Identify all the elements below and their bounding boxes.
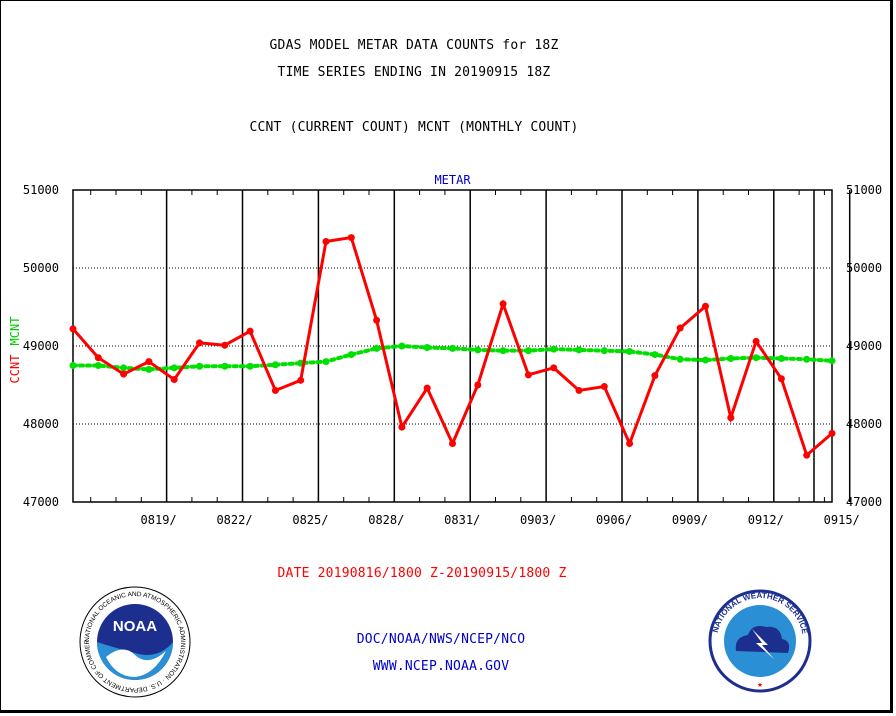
mcnt-point [271, 361, 279, 369]
y-tick-label-left: 48000 [23, 417, 59, 431]
ccnt-point [727, 414, 735, 422]
x-tick-label: 0831/ [444, 513, 480, 527]
mcnt-point [777, 354, 785, 362]
mcnt-point [449, 344, 456, 352]
noaa-logo: NOAA NATIONAL OCEANIC AND ATMOSPHERIC AD… [78, 585, 191, 698]
ccnt-point [170, 376, 178, 384]
ccnt-point [803, 451, 811, 459]
ccnt-point [120, 370, 128, 378]
x-tick-label: 0912/ [748, 513, 784, 527]
chart-title-line-3: CCNT (CURRENT COUNT) MCNT (MONTHLY COUNT… [249, 120, 579, 135]
mcnt-point [499, 347, 507, 355]
chart-title-line-2: TIME SERIES ENDING IN 20190915 18Z [277, 65, 551, 80]
y-tick-label-right: 47000 [846, 495, 882, 509]
ccnt-point [196, 339, 203, 347]
y-tick-label-left: 50000 [23, 261, 59, 275]
y-tick-label-right: 50000 [846, 261, 882, 275]
y-axis-label-mcnt: MCNT [8, 317, 22, 346]
mcnt-point [676, 355, 684, 363]
mcnt-point [752, 354, 760, 362]
mcnt-point [550, 345, 558, 353]
ccnt-point [449, 440, 456, 447]
url-link[interactable]: WWW.NCEP.NOAA.GOV [372, 659, 510, 674]
mcnt-point [246, 362, 254, 370]
mcnt-point [803, 355, 811, 363]
mcnt-point [322, 358, 330, 366]
date-range-label: DATE 20190816/1800 Z-20190915/1800 Z [277, 566, 567, 581]
mcnt-point [347, 351, 355, 359]
ccnt-point [702, 302, 709, 310]
mcnt-point [221, 362, 229, 370]
ccnt-point [94, 354, 102, 362]
ccnt-point [322, 237, 330, 245]
ccnt-point [524, 371, 532, 379]
mcnt-point [94, 362, 102, 369]
ccnt-point [423, 384, 431, 392]
ccnt-point [221, 341, 229, 349]
mcnt-point [828, 357, 836, 365]
x-tick-label: 0825/ [292, 513, 328, 527]
y-tick-label-left: 47000 [23, 495, 59, 509]
ccnt-point [347, 234, 355, 242]
mcnt-point [474, 346, 482, 354]
ccnt-point [297, 376, 305, 384]
x-tick-label: 0915/ [824, 513, 860, 527]
ccnt-point [777, 375, 785, 383]
plot-border [72, 189, 833, 503]
svg-text:★: ★ [757, 680, 763, 690]
ccnt-point [626, 440, 634, 447]
x-tick-label: 0819/ [141, 513, 177, 527]
x-tick-label: 0903/ [520, 513, 556, 527]
ccnt-point [499, 300, 507, 308]
chart-title-line-1: GDAS MODEL METAR DATA COUNTS for 18Z [269, 38, 559, 53]
mcnt-point [170, 364, 178, 372]
y-tick-label-right: 49000 [846, 339, 882, 353]
ccnt-point [752, 337, 760, 345]
mcnt-point [651, 351, 659, 359]
mcnt-point [702, 356, 709, 364]
ccnt-point [828, 429, 836, 437]
mcnt-point [145, 365, 153, 373]
x-tick-label: 0828/ [368, 513, 404, 527]
x-tick-label: 0909/ [672, 513, 708, 527]
ccnt-point [271, 386, 279, 394]
x-tick-label: 0822/ [216, 513, 252, 527]
mcnt-point [373, 344, 381, 352]
mcnt-point [423, 344, 431, 352]
mcnt-point [398, 342, 406, 350]
ccnt-point [373, 316, 381, 324]
mcnt-point [120, 364, 128, 372]
ccnt-point [69, 325, 77, 333]
ccnt-point [398, 423, 406, 431]
y-tick-label-right: 48000 [846, 417, 882, 431]
org-label: DOC/NOAA/NWS/NCEP/NCO [356, 632, 526, 647]
ccnt-point [474, 381, 482, 389]
x-tick-label: 0906/ [596, 513, 632, 527]
noaa-logo-text: NOAA [113, 618, 157, 635]
y-tick-label-left: 51000 [23, 183, 59, 197]
ccnt-point [246, 327, 254, 335]
mcnt-point [196, 362, 203, 370]
y-tick-label-left: 49000 [23, 339, 59, 353]
chart-title: METAR [434, 173, 471, 187]
ccnt-point [550, 364, 558, 372]
mcnt-point [626, 347, 634, 355]
national-weather-service-logo: NATIONAL WEATHER SERVICE ★ [708, 589, 812, 693]
ccnt-point [145, 358, 153, 366]
mcnt-point [727, 354, 735, 362]
y-axis-label-ccnt: CCNT [8, 355, 22, 384]
ccnt-point [600, 383, 608, 391]
mcnt-point [575, 346, 583, 354]
mcnt-point [69, 362, 77, 369]
ccnt-point [676, 324, 684, 332]
ccnt-point [651, 372, 659, 380]
y-tick-label-right: 51000 [846, 183, 882, 197]
ccnt-point [575, 386, 583, 394]
mcnt-point [600, 347, 608, 355]
mcnt-point [524, 347, 532, 355]
